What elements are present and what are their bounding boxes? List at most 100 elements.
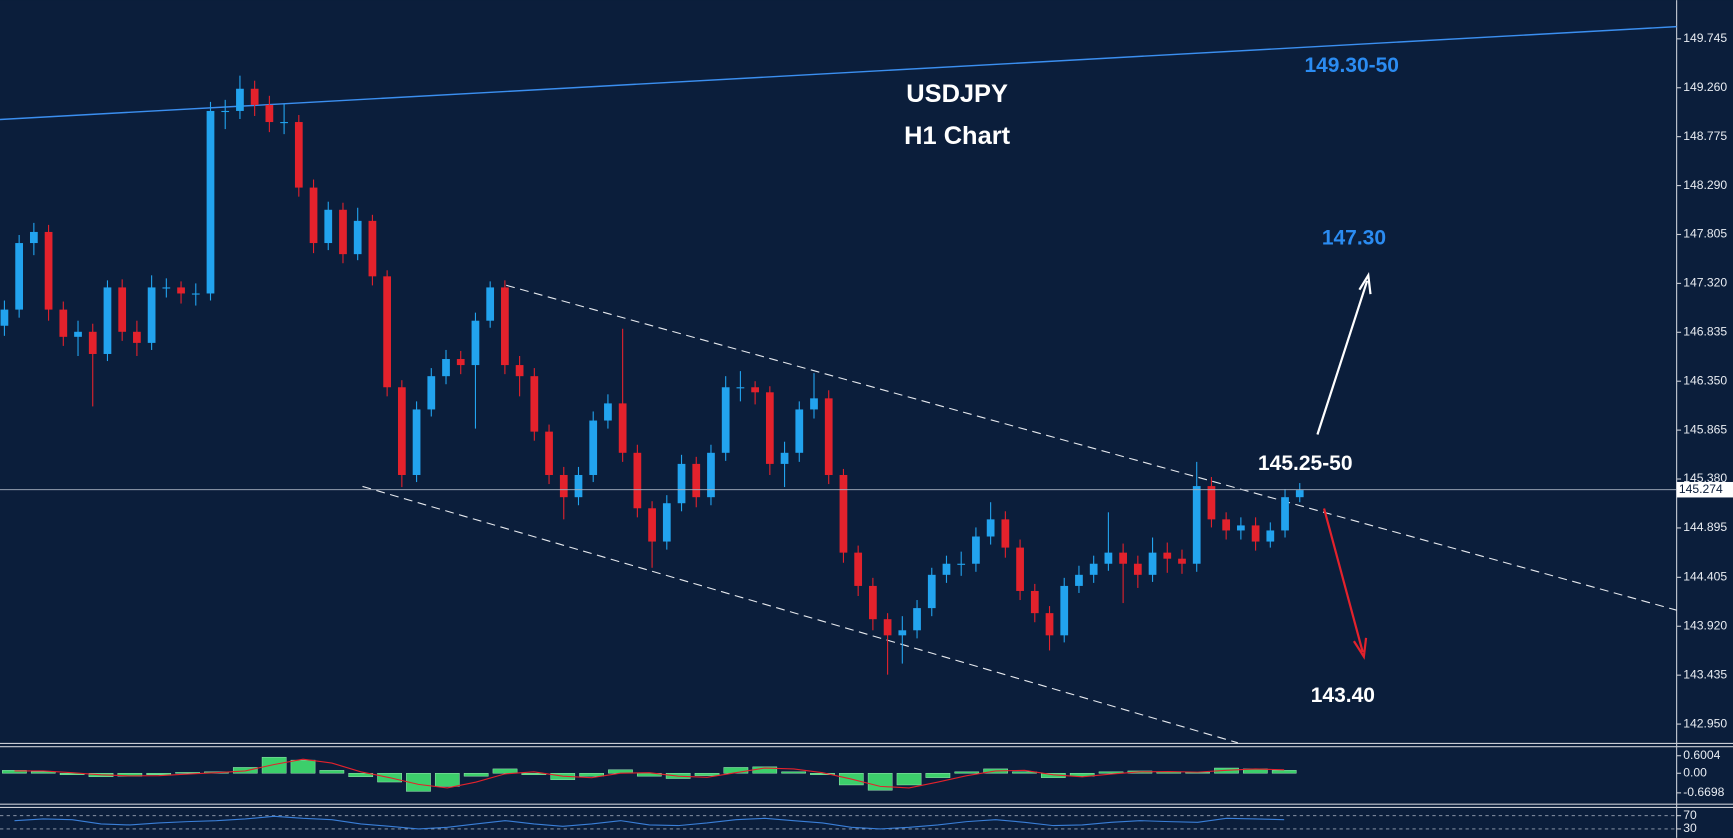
candle-body [854,552,863,586]
up-arrow [1316,272,1372,435]
chart-title: USDJPY [906,80,1008,108]
y-tick-label: 143.435 [1683,667,1727,681]
macd-bar [261,756,287,774]
macd-bar [810,773,835,775]
y-tick-label: 144.405 [1683,570,1727,584]
candle-body [0,309,9,326]
macd-bar [2,770,27,774]
candle-body [957,563,966,565]
macd-bar [694,773,720,776]
macd-bar [175,772,200,774]
candle-body [44,231,53,310]
macd-bar [319,770,345,774]
candle-body [765,392,774,464]
candle-body [118,287,127,332]
candle-body [368,220,377,277]
candle-body [810,398,818,410]
candle-body [339,209,347,255]
candle-body [88,331,97,354]
candle-body [1251,525,1260,542]
macd-signal [14,758,1285,789]
macd-bar [406,773,431,792]
channel-upper [506,284,1677,611]
candle-body [1148,552,1157,575]
candle-body [648,508,656,542]
resistance-line [0,25,1677,121]
y-tick-label: 146.835 [1683,325,1727,339]
candle-body [294,122,303,188]
macd-bar [954,771,980,774]
y-tick-label: 0.00 [1683,765,1707,779]
macd-bar [867,773,893,791]
candle-body [1045,613,1054,636]
y-tick-label: 142.950 [1683,716,1727,730]
candle-body [147,287,156,343]
candle-body [530,376,539,432]
candle-body [1060,585,1069,636]
down-arrow [1322,508,1368,660]
candle-body [1075,574,1083,586]
candle-body [662,503,671,542]
candle-body [677,463,686,504]
candle-body [1163,552,1172,559]
y-tick-label: 149.260 [1683,80,1727,94]
candle-body [471,320,480,366]
y-tick-label: 146.350 [1683,373,1727,387]
candle-body [927,574,936,609]
y-tick-label: 0.6004 [1683,748,1720,762]
candle-body [1133,563,1142,575]
candle-body [309,187,318,244]
candle-body [913,608,921,631]
candle-body [324,209,333,244]
macd-bar [492,768,518,774]
annotation: 147.30 [1322,226,1386,249]
macd-bar [348,773,374,778]
annotation: 145.25-50 [1258,452,1353,475]
candle-body [162,287,171,289]
candle-body [1178,558,1186,564]
candle-body [1089,563,1098,575]
candle-body [1119,552,1127,564]
candle-body [515,365,524,377]
candle-body [942,563,951,575]
candle-body [29,231,38,244]
macd-bar [579,773,604,777]
macd-bar [1271,770,1297,774]
macd-bar [925,773,951,778]
candle-body [574,474,583,498]
macd-bar [290,759,316,774]
candle-body [397,387,406,475]
y-tick-label: 147.805 [1683,227,1727,241]
candle-body [250,88,259,105]
macd-bar [1069,773,1095,777]
candle-body [1192,486,1201,564]
y-tick-label: 147.320 [1683,276,1727,290]
macd-bar [434,773,460,787]
candle-body [736,387,745,389]
y-tick-label: 145.865 [1683,422,1727,436]
candle-body [1207,486,1216,520]
rsi-line [14,815,1285,830]
candle-body [589,420,598,475]
y-tick-label: 149.745 [1683,31,1727,45]
macd-bar [30,771,56,774]
candle-body [633,452,642,509]
y-tick-label: -0.6698 [1683,785,1724,799]
candle-body [191,293,200,295]
y-tick-label: 148.290 [1683,178,1727,192]
candle-body [795,409,804,453]
candle-body [1104,552,1113,564]
candle-body [501,287,509,366]
candle-body [59,309,68,337]
candle-body [986,519,995,537]
candle-body [721,387,730,453]
macd-bar [146,773,172,775]
candle-body [618,403,627,453]
candle-body [559,474,568,498]
candle-body [1016,547,1024,591]
candle-body [236,88,244,111]
candle-body [353,220,362,255]
candle-body [1281,497,1289,531]
